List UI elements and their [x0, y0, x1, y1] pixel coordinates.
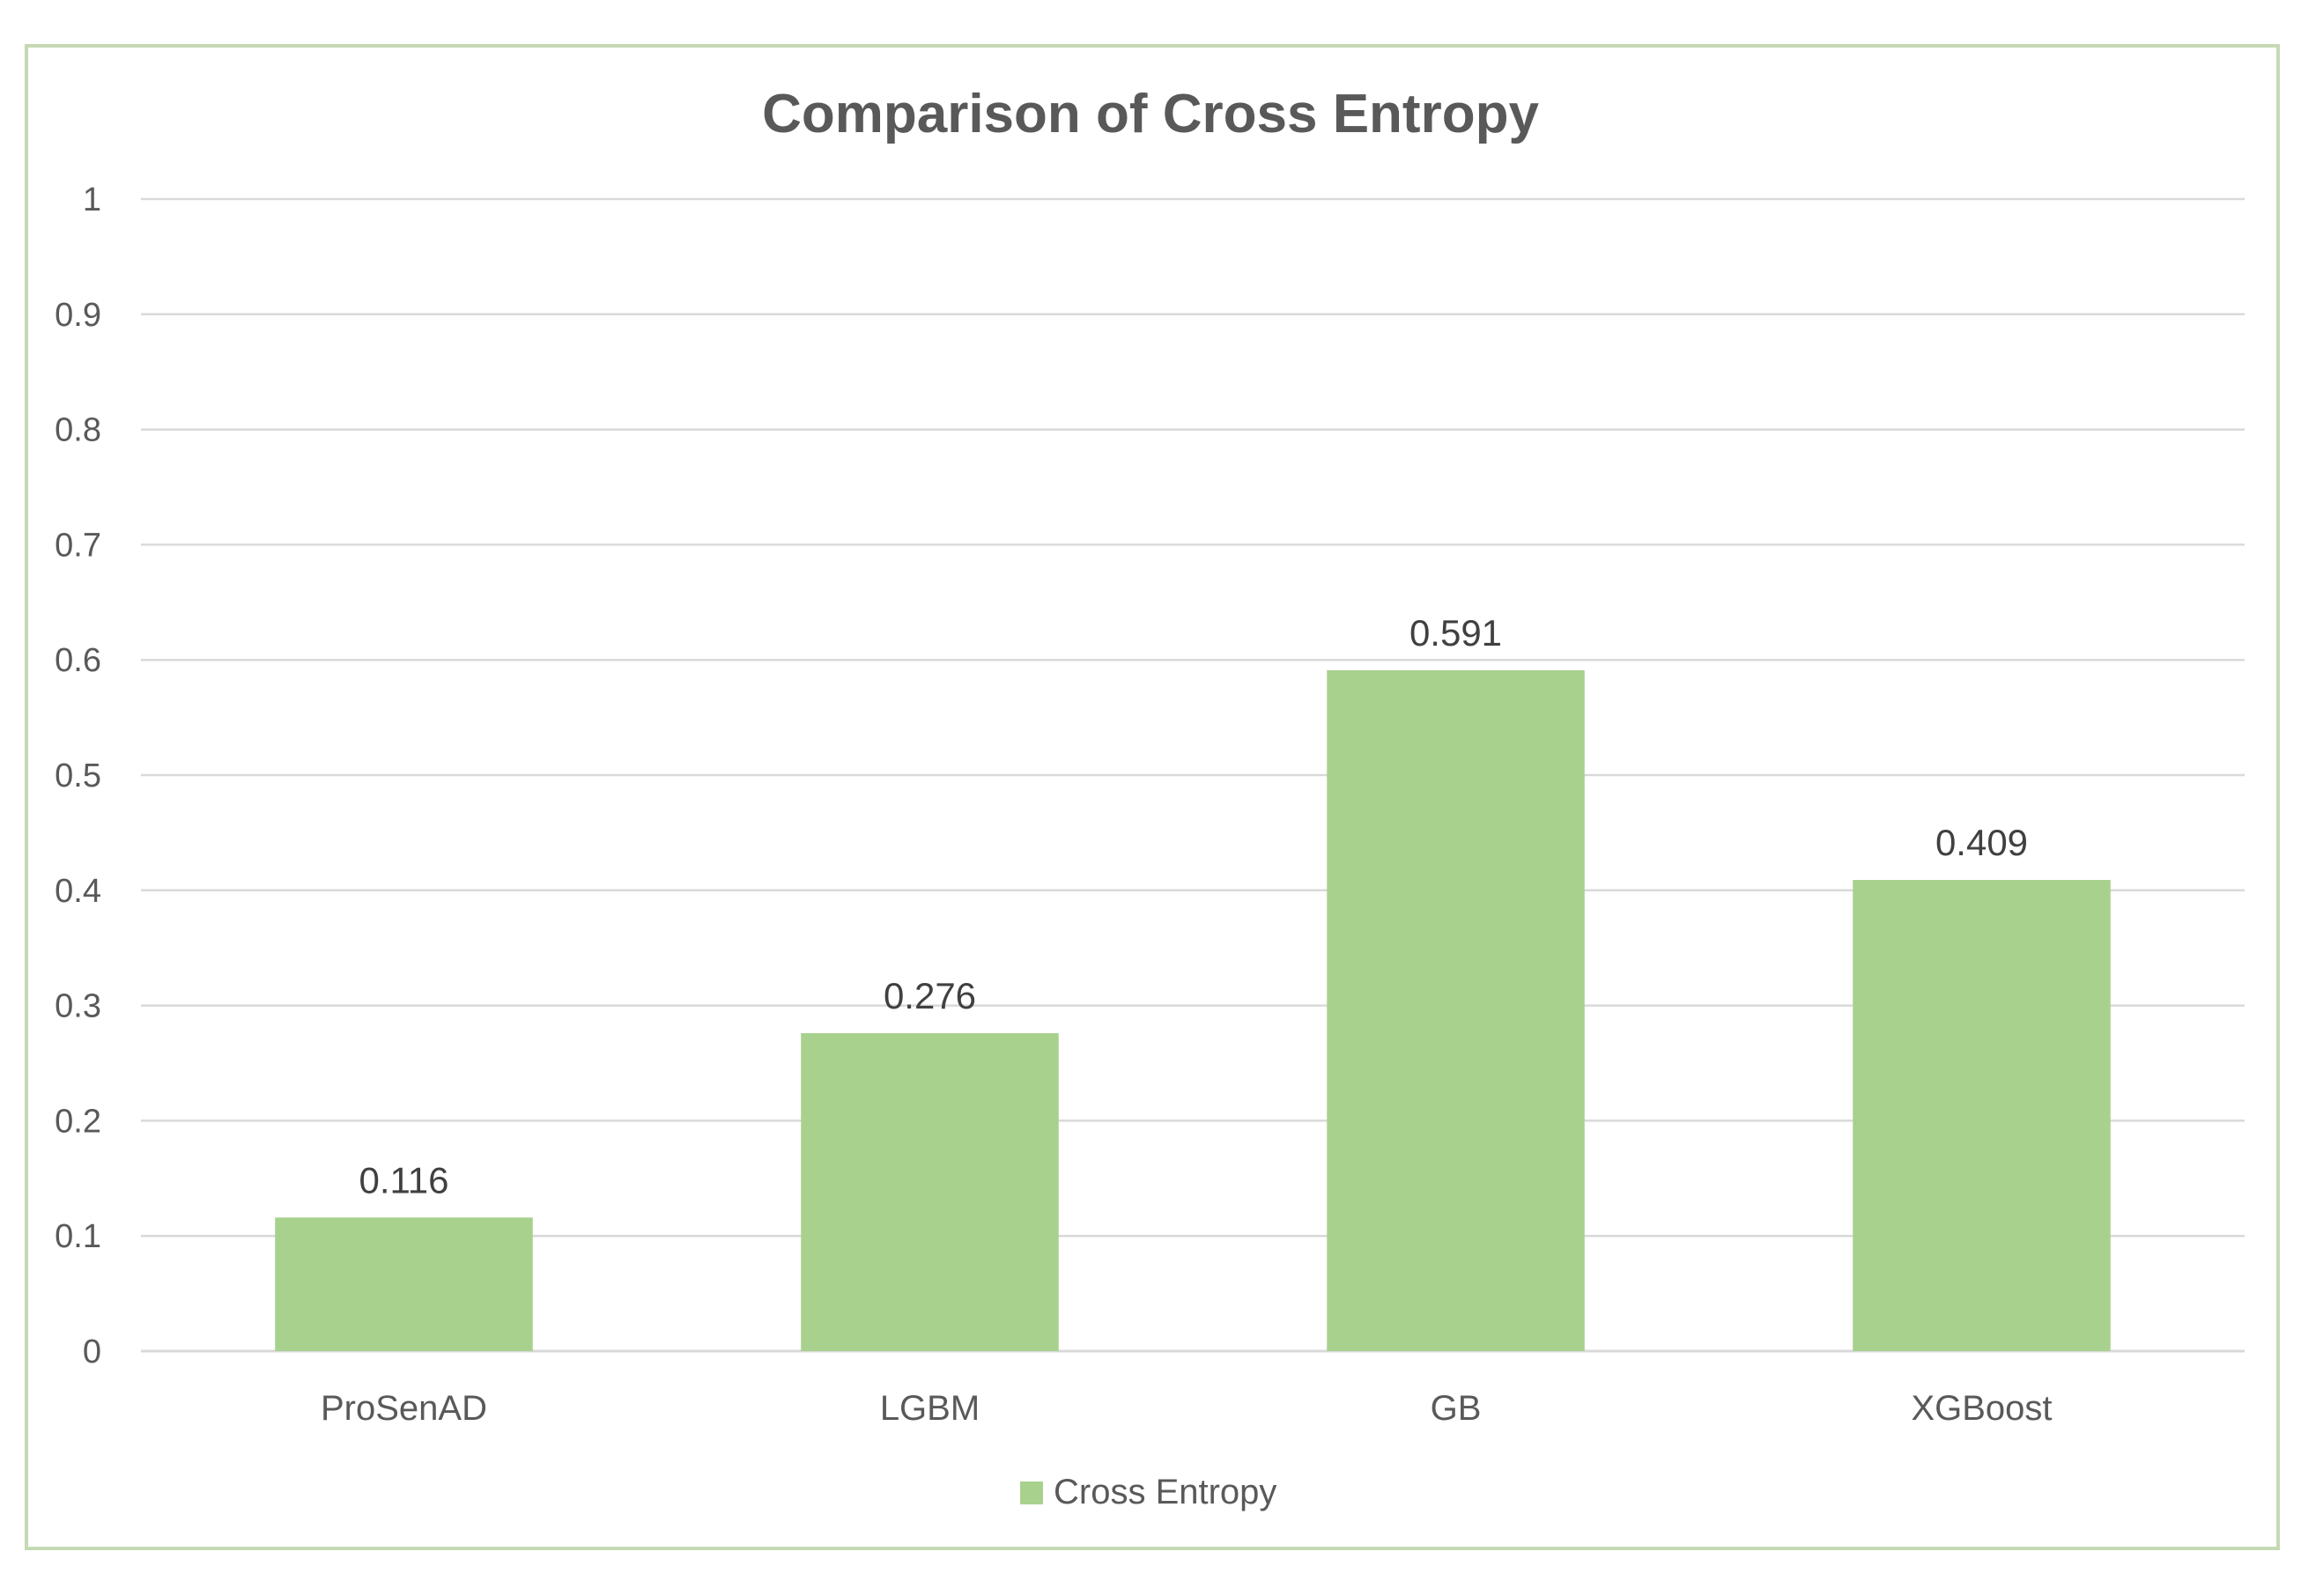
legend-swatch [1020, 1481, 1043, 1504]
y-tick-label: 0.8 [55, 412, 101, 449]
legend-label: Cross Entropy [1054, 1473, 1276, 1511]
y-tick-label: 1 [83, 181, 101, 218]
bars [275, 669, 2111, 1351]
y-axis-ticks: 0 0.1 0.2 0.3 0.4 0.5 0.6 0.7 0.8 0.9 1 [55, 181, 101, 1371]
bar-lgbm [801, 1032, 1059, 1351]
bar-gb [1327, 669, 1585, 1351]
bar-prosenad [275, 1217, 533, 1351]
y-tick-label: 0.1 [55, 1218, 101, 1255]
y-tick-label: 0.3 [55, 988, 101, 1025]
data-labels: 0.116 0.276 0.591 0.409 [359, 612, 2029, 1201]
y-tick-label: 0 [83, 1334, 101, 1371]
y-tick-label: 0.7 [55, 527, 101, 564]
data-label: 0.276 [884, 975, 976, 1016]
x-category-label: ProSenAD [321, 1389, 487, 1428]
chart-title: Comparison of Cross Entropy [762, 84, 1539, 144]
y-tick-label: 0.5 [55, 757, 101, 794]
y-tick-label: 0.2 [55, 1103, 101, 1140]
x-category-label: GB [1431, 1389, 1482, 1428]
y-tick-label: 0.6 [55, 642, 101, 679]
y-tick-label: 0.4 [55, 873, 101, 910]
data-label: 0.591 [1409, 612, 1502, 654]
x-category-label: LGBM [880, 1389, 980, 1428]
data-label: 0.409 [1935, 822, 2028, 863]
data-label: 0.116 [359, 1159, 449, 1201]
y-tick-label: 0.9 [55, 297, 101, 334]
x-category-label: XGBoost [1911, 1389, 2052, 1428]
x-axis-categories: ProSenAD LGBM GB XGBoost [321, 1389, 2053, 1428]
bar-xgboost [1853, 880, 2111, 1351]
legend: Cross Entropy [1020, 1473, 1276, 1511]
